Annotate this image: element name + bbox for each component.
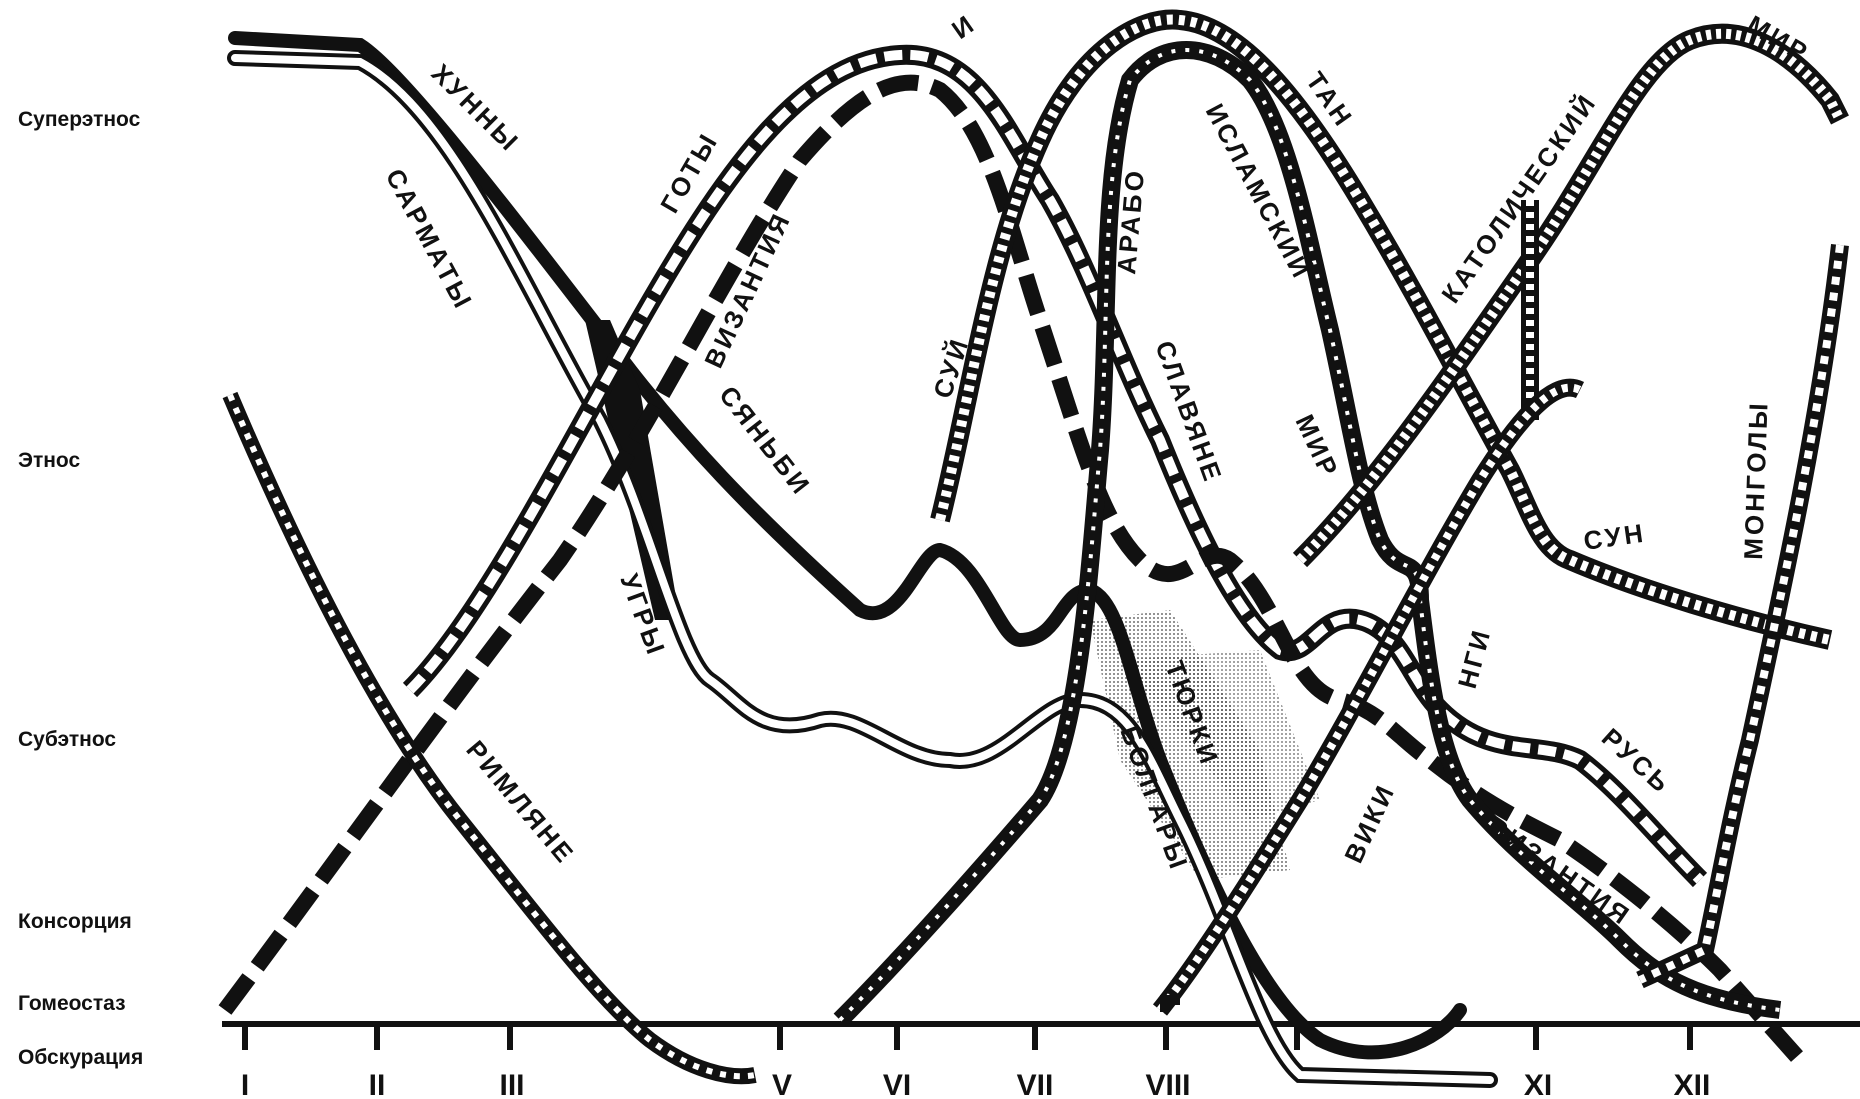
label-ngi: НГИ (1452, 625, 1497, 692)
label-mir1: МИР (1290, 410, 1345, 483)
label-viki: ВИКИ (1338, 779, 1401, 868)
tick-XII: XII (1674, 1069, 1711, 1099)
label-sun: СУН (1582, 518, 1648, 556)
time-axis: I II III V VI VII VIII XI XII (222, 1021, 1860, 1099)
label-vizantiya2: ВИЗАНТИЯ (1482, 810, 1637, 931)
level-subethnos: Субэтнос (18, 728, 116, 751)
label-mongoly: МОНГОЛЫ (1738, 400, 1774, 560)
curve-rimlyane (222, 391, 757, 1085)
level-ethnos: Этнос (18, 449, 80, 472)
level-labels: Суперэтнос Этнос Субэтнос Консорция Гоме… (18, 108, 143, 1069)
tick-VIII: VIII (1145, 1069, 1190, 1099)
tick-V: V (772, 1069, 792, 1099)
level-homeostasis: Гомеостаз (18, 992, 126, 1015)
tick-III: III (499, 1069, 524, 1099)
axis-ticks (242, 1024, 1693, 1050)
level-obscuration: Обскурация (18, 1046, 143, 1069)
tick-VI: VI (883, 1069, 911, 1099)
level-consortium: Консорция (18, 910, 132, 933)
curve-suy-tan (930, 9, 1833, 650)
tick-XI: XI (1524, 1069, 1552, 1099)
level-superethnos: Суперэтнос (18, 108, 141, 131)
tick-I: I (241, 1069, 249, 1099)
label-i: И (946, 8, 981, 45)
tick-VII: VII (1017, 1069, 1054, 1099)
tick-II: II (369, 1069, 386, 1099)
